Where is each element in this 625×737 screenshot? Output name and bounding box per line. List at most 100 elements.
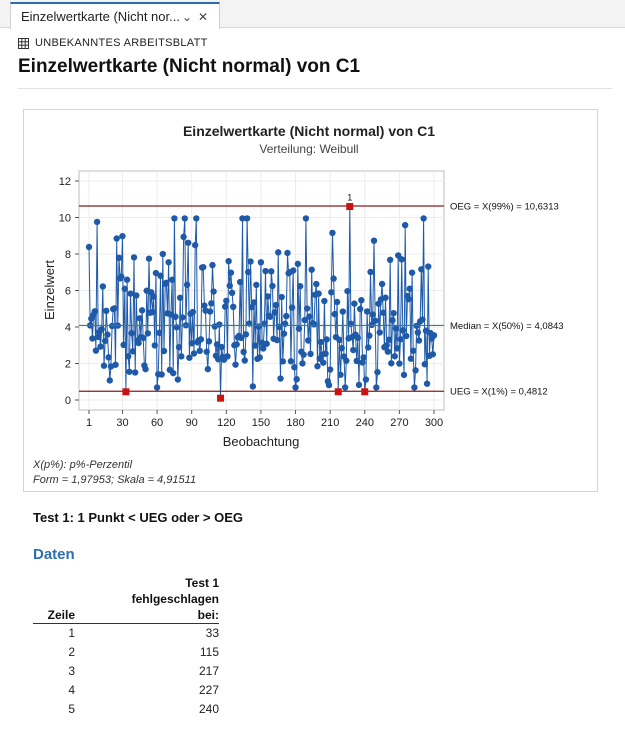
data-point (329, 229, 336, 237)
data-point (232, 361, 239, 368)
data-point (370, 237, 378, 244)
data-point (388, 360, 395, 367)
data-point (145, 255, 153, 262)
test-result: Test 1: 1 Punkt < UEG oder > OEG (33, 510, 243, 525)
y-tick-label: 4 (65, 322, 71, 334)
data-point (250, 299, 258, 306)
data-point (168, 276, 176, 283)
data-point (266, 313, 274, 320)
data-point (307, 350, 314, 358)
data-point (156, 329, 163, 337)
data-point (323, 336, 330, 343)
data-point (344, 287, 351, 295)
y-tick-label: 2 (65, 359, 71, 371)
flagged-point (361, 388, 369, 396)
close-icon[interactable]: ✕ (197, 9, 209, 24)
data-point (119, 232, 126, 240)
data-point (392, 325, 400, 332)
data-point (275, 249, 282, 256)
section-title-daten: Daten (33, 546, 75, 563)
control-limits: OEG = X(99%) = 10,6313 Median = X(50%) = … (79, 201, 564, 398)
data-point (351, 300, 358, 307)
data-point (150, 293, 157, 300)
data-point (135, 339, 142, 347)
data-point (206, 308, 214, 315)
data-point (314, 363, 321, 370)
data-point (411, 384, 418, 391)
data-point (333, 298, 341, 306)
data-point (322, 350, 329, 357)
data-point (249, 383, 257, 390)
data-point (239, 215, 246, 222)
row-number: 5 (68, 702, 75, 716)
data-point (176, 294, 184, 301)
x-tick-label: 30 (116, 417, 128, 429)
table-row: 3 217 (33, 662, 219, 681)
data-point (89, 335, 96, 342)
data-point (420, 215, 427, 222)
data-point (138, 307, 146, 314)
data-point (303, 305, 311, 312)
data-point (191, 241, 199, 249)
row-number: 4 (68, 683, 75, 697)
data-point (306, 313, 313, 320)
data-point (300, 351, 307, 358)
y-tick-label: 0 (65, 395, 71, 407)
data-point (384, 348, 392, 355)
page-title: Einzelwertkarte (Nicht normal) von C1 (18, 56, 361, 77)
chevron-down-icon[interactable]: ⌄ (181, 9, 193, 24)
data-point (366, 332, 373, 339)
data-point (407, 355, 415, 362)
data-point (310, 321, 318, 328)
data-point (185, 239, 192, 246)
data-point (272, 301, 280, 309)
data-point (218, 343, 225, 351)
y-tick-label: 10 (59, 213, 71, 225)
data-point (118, 273, 125, 280)
row-number: 3 (68, 664, 75, 678)
data-point (292, 384, 299, 391)
data-point (189, 308, 197, 316)
y-axis-ticks: 0 2 4 6 8 10 12 (59, 176, 79, 407)
data-point (181, 215, 188, 222)
data-point (203, 348, 210, 355)
data-point (175, 343, 183, 351)
data-point (360, 354, 367, 361)
data-point (421, 360, 428, 368)
tab-strip: Einzelwertkarte (Nicht nor... ⌄ ✕ (0, 0, 625, 29)
data-point (85, 243, 93, 251)
data-point (125, 353, 132, 360)
title-divider (18, 88, 612, 89)
data-point (157, 272, 164, 279)
data-point (356, 305, 364, 313)
chart-frame: Einzelwertkarte (Nicht normal) von C1 Ve… (23, 109, 598, 492)
control-limit-label: Median = X(50%) = 4,0843 (450, 321, 564, 332)
data-point (337, 371, 344, 378)
data-point (256, 354, 263, 361)
data-point (397, 336, 404, 343)
tab-einzelwertkarte[interactable]: Einzelwertkarte (Nicht nor... ⌄ ✕ (10, 2, 220, 29)
data-point (290, 267, 297, 274)
data-point (308, 266, 315, 273)
data-point (97, 343, 104, 350)
data-point (149, 308, 156, 316)
flagged-point (334, 388, 342, 396)
data-point (325, 381, 333, 389)
data-point (423, 380, 431, 387)
flagged-point (217, 394, 225, 402)
data-point (163, 279, 170, 287)
data-point (305, 337, 312, 344)
data-point (403, 332, 410, 340)
data-point (354, 334, 362, 342)
header-test-line-3: bei: (197, 608, 219, 622)
data-point (341, 384, 349, 391)
data-point (93, 218, 101, 226)
tab-title: Einzelwertkarte (Nicht nor... (21, 9, 179, 24)
data-point (260, 345, 267, 352)
data-point (170, 369, 177, 377)
data-point (355, 381, 363, 389)
data-point (171, 215, 178, 222)
data-point (208, 300, 215, 307)
data-point (294, 260, 302, 268)
row-number: 2 (68, 645, 75, 659)
